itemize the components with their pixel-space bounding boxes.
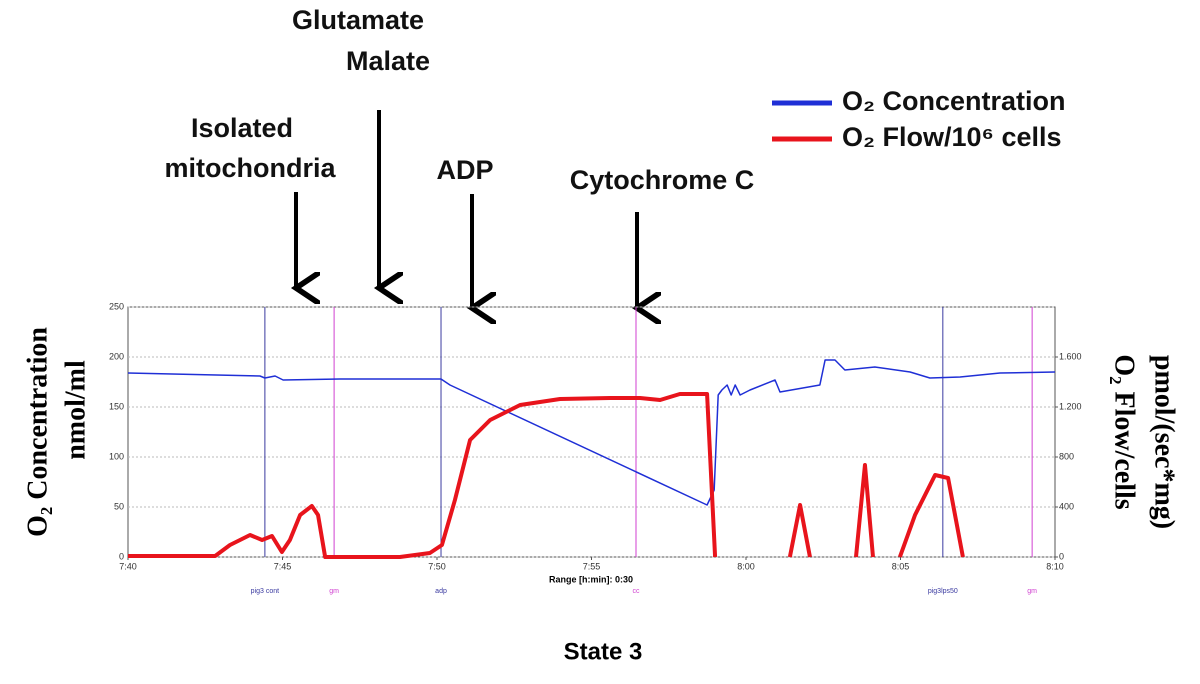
x-tick-label: 8:05 <box>892 561 910 571</box>
annotation: Glutamate <box>292 5 424 35</box>
legend-label: O₂ Concentration <box>842 86 1066 116</box>
y-axis-label: nmol/ml <box>60 360 91 460</box>
event-label: adp <box>435 588 447 595</box>
annotation: Cytochrome C <box>570 165 755 195</box>
event-label: pig3 cont <box>251 588 279 595</box>
y-tick-label: 100 <box>109 451 124 461</box>
x-tick-label: 7:40 <box>119 561 137 571</box>
event-label: gm <box>1027 588 1037 595</box>
y2-tick-label: 400 <box>1059 501 1074 511</box>
event-label: pig3lps50 <box>928 588 958 595</box>
x-tick-label: 7:45 <box>274 561 292 571</box>
annotation: ADP <box>436 155 493 185</box>
x-tick-label: 8:00 <box>737 561 755 571</box>
plot-frame <box>127 306 1056 558</box>
event-label: gm <box>329 588 339 595</box>
y-axis-label: O₂ Concentration <box>22 327 53 537</box>
legend-label: O₂ Flow/10⁶ cells <box>842 122 1062 152</box>
footer: State 3 <box>564 638 643 665</box>
y-tick-label: 150 <box>109 401 124 411</box>
y2-axis-label: O₂ Flow/cells <box>1109 354 1140 509</box>
y2-tick-label: 800 <box>1059 451 1074 461</box>
y2-tick-label: 1.600 <box>1059 351 1082 361</box>
y-tick-label: 50 <box>114 501 124 511</box>
y2-tick-label: 1.200 <box>1059 401 1082 411</box>
series-line <box>127 359 1056 506</box>
annotation: mitochondria <box>164 153 336 183</box>
series-line <box>128 392 965 559</box>
y-tick-label: 200 <box>109 351 124 361</box>
y2-axis-label: pmol/(sec*mg) <box>1149 355 1180 529</box>
x-tick-label: 8:10 <box>1046 561 1064 571</box>
event-label: cc <box>632 588 640 595</box>
annotation: Malate <box>346 46 430 76</box>
arrows <box>296 110 637 308</box>
x-axis-label: Range [h:min]: 0:30 <box>549 574 633 584</box>
y-tick-label: 250 <box>109 301 124 311</box>
x-tick-label: 7:50 <box>428 561 446 571</box>
y-tick-label: 0 <box>119 551 124 561</box>
y2-tick-label: 0 <box>1059 551 1064 561</box>
annotation: Isolated <box>191 113 293 143</box>
x-tick-label: 7:55 <box>583 561 601 571</box>
